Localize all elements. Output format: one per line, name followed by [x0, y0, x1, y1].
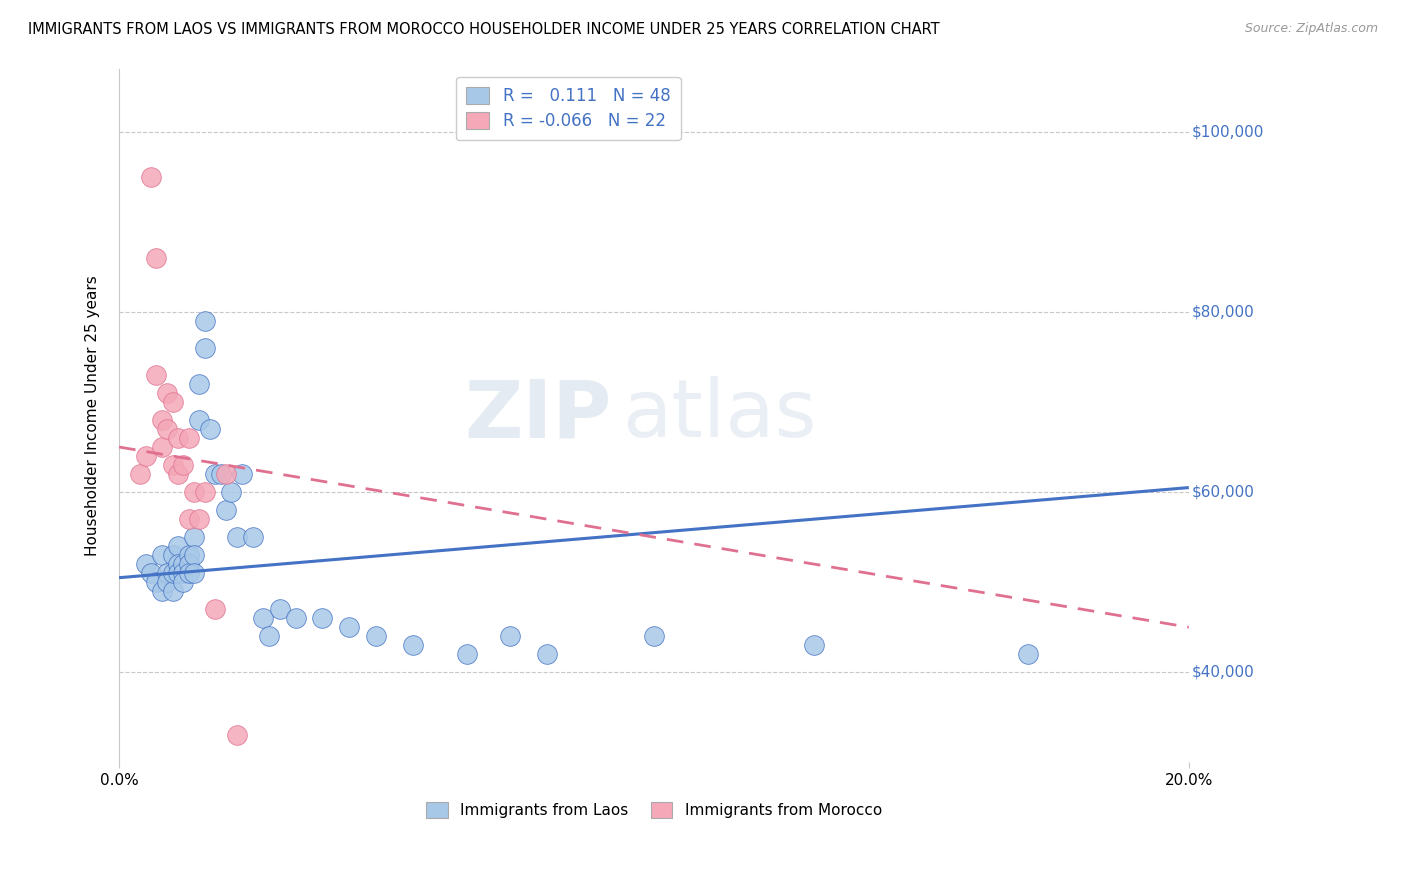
Point	[177, 557, 200, 571]
Point	[167, 566, 190, 581]
Text: $80,000: $80,000	[1192, 304, 1254, 319]
Point	[162, 566, 184, 581]
Point	[183, 548, 205, 562]
Point	[150, 413, 173, 427]
Point	[183, 530, 205, 544]
Point	[456, 648, 478, 662]
Point	[225, 530, 247, 544]
Point	[209, 467, 232, 481]
Point	[183, 485, 205, 500]
Point	[1017, 648, 1039, 662]
Point	[215, 467, 238, 481]
Point	[172, 557, 194, 571]
Point	[172, 575, 194, 590]
Point	[172, 566, 194, 581]
Point	[156, 422, 179, 436]
Point	[167, 431, 190, 445]
Point	[536, 648, 558, 662]
Point	[231, 467, 253, 481]
Point	[145, 575, 167, 590]
Point	[284, 611, 307, 625]
Point	[177, 548, 200, 562]
Point	[194, 341, 217, 355]
Point	[162, 395, 184, 409]
Point	[156, 575, 179, 590]
Point	[183, 566, 205, 581]
Text: atlas: atlas	[621, 376, 817, 455]
Point	[269, 602, 291, 616]
Point	[139, 169, 162, 184]
Point	[177, 512, 200, 526]
Point	[252, 611, 274, 625]
Text: $60,000: $60,000	[1192, 484, 1256, 500]
Point	[204, 467, 226, 481]
Point	[188, 512, 211, 526]
Point	[156, 386, 179, 401]
Point	[188, 376, 211, 391]
Text: Source: ZipAtlas.com: Source: ZipAtlas.com	[1244, 22, 1378, 36]
Point	[364, 629, 387, 643]
Point	[145, 368, 167, 382]
Point	[172, 458, 194, 472]
Point	[204, 602, 226, 616]
Point	[167, 467, 190, 481]
Point	[150, 548, 173, 562]
Point	[135, 449, 157, 463]
Point	[162, 458, 184, 472]
Point	[402, 638, 425, 652]
Point	[135, 557, 157, 571]
Point	[194, 314, 217, 328]
Point	[162, 584, 184, 599]
Text: ZIP: ZIP	[464, 376, 612, 455]
Point	[167, 557, 190, 571]
Point	[129, 467, 152, 481]
Text: IMMIGRANTS FROM LAOS VS IMMIGRANTS FROM MOROCCO HOUSEHOLDER INCOME UNDER 25 YEAR: IMMIGRANTS FROM LAOS VS IMMIGRANTS FROM …	[28, 22, 939, 37]
Point	[242, 530, 264, 544]
Legend: Immigrants from Laos, Immigrants from Morocco: Immigrants from Laos, Immigrants from Mo…	[420, 796, 887, 824]
Point	[198, 422, 221, 436]
Point	[194, 485, 217, 500]
Text: $100,000: $100,000	[1192, 124, 1264, 139]
Point	[643, 629, 665, 643]
Point	[162, 548, 184, 562]
Point	[257, 629, 280, 643]
Text: $40,000: $40,000	[1192, 665, 1254, 680]
Point	[225, 728, 247, 742]
Point	[177, 431, 200, 445]
Point	[167, 539, 190, 553]
Point	[150, 584, 173, 599]
Point	[156, 566, 179, 581]
Point	[311, 611, 333, 625]
Point	[803, 638, 825, 652]
Point	[498, 629, 520, 643]
Point	[215, 503, 238, 517]
Point	[188, 413, 211, 427]
Point	[150, 440, 173, 454]
Point	[139, 566, 162, 581]
Point	[221, 485, 243, 500]
Point	[145, 251, 167, 265]
Point	[177, 566, 200, 581]
Point	[337, 620, 360, 634]
Y-axis label: Householder Income Under 25 years: Householder Income Under 25 years	[86, 275, 100, 556]
